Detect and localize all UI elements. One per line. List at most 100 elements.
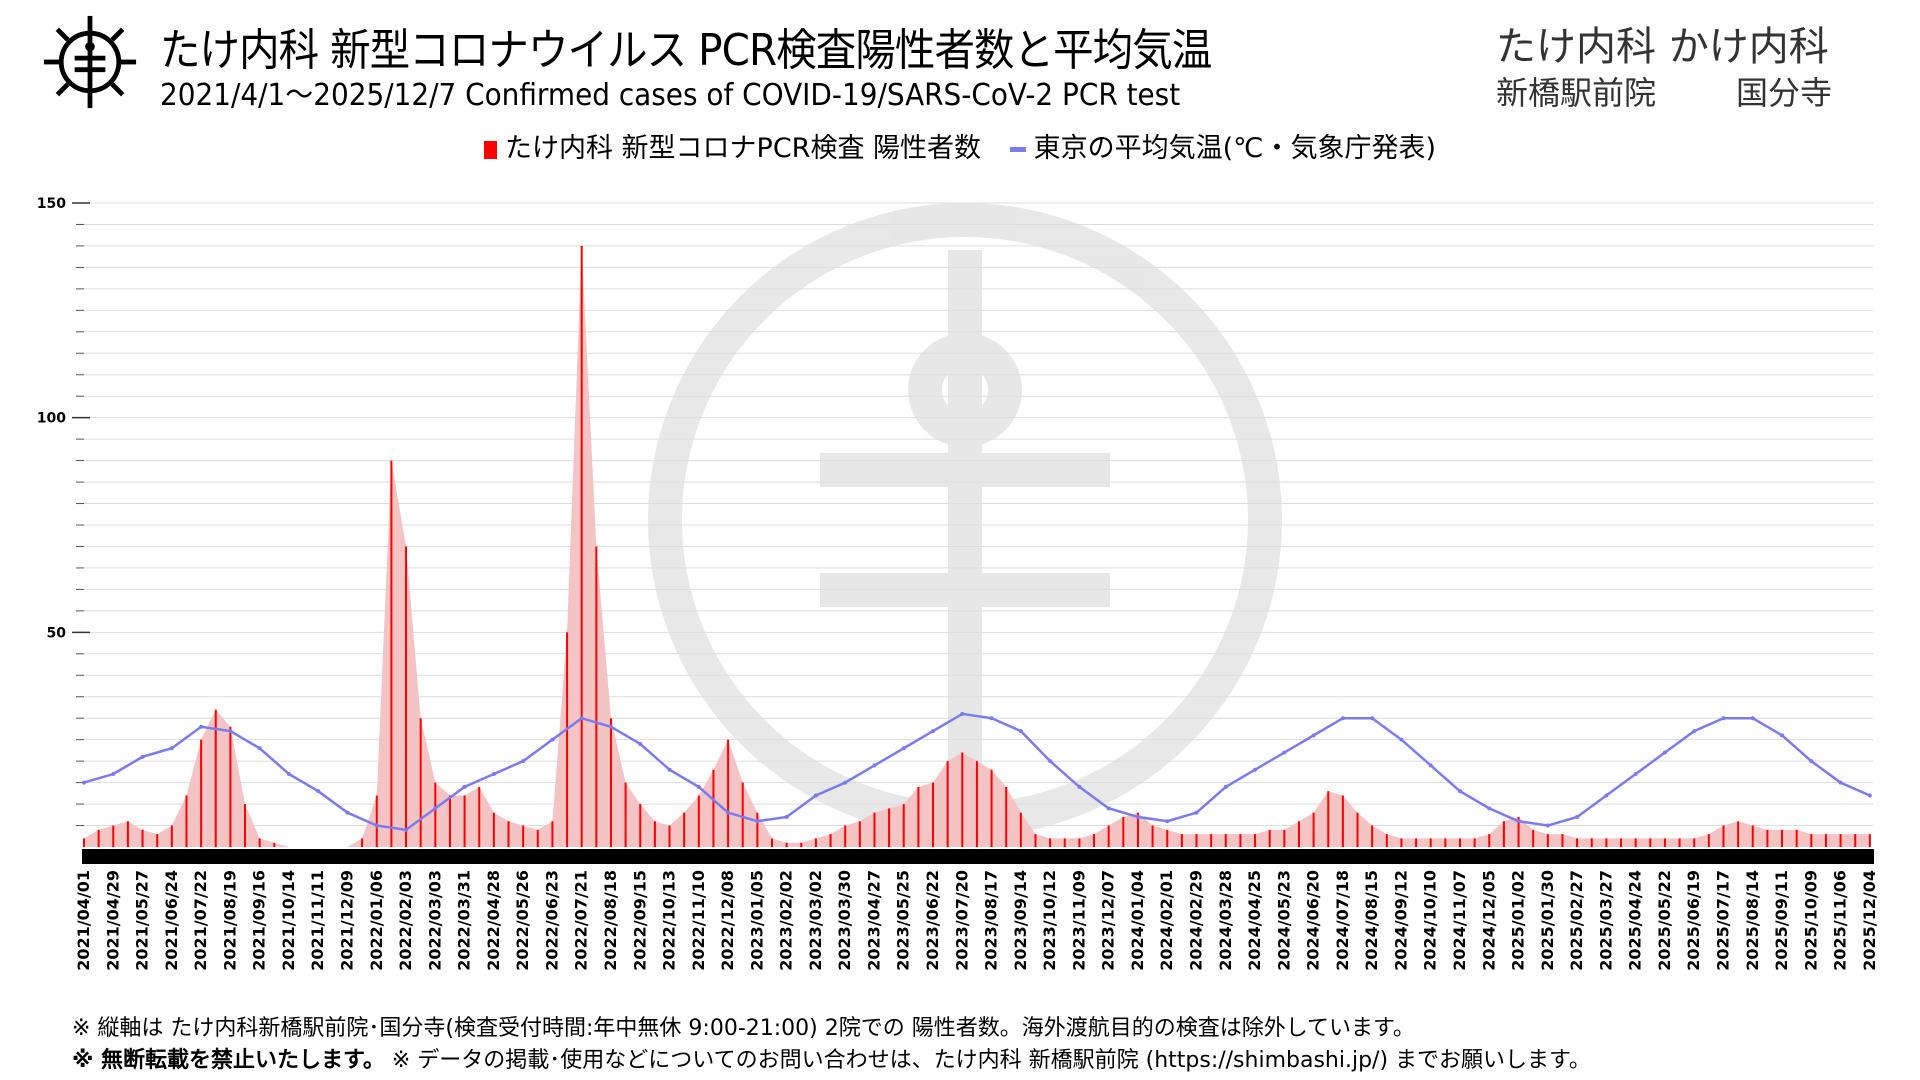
temperature-point	[286, 772, 291, 777]
temperature-point	[1340, 716, 1345, 721]
temperature-point	[667, 767, 672, 772]
temperature-point	[169, 746, 174, 751]
x-tick-label: 2022/12/08	[718, 870, 737, 971]
temperature-point	[1399, 737, 1404, 742]
y-axis: 50 100 150	[37, 196, 90, 827]
temperature-point	[433, 806, 438, 811]
x-tick-label: 2023/03/30	[835, 870, 854, 971]
x-tick-label: 2024/04/25	[1245, 870, 1264, 971]
x-tick-label: 2022/05/26	[513, 870, 532, 971]
clinic-brand: たけ内科 かけ内科	[1496, 24, 1829, 70]
x-tick-label: 2024/02/29	[1187, 870, 1206, 971]
temperature-point	[1077, 784, 1082, 789]
x-tick-label: 2025/03/27	[1596, 870, 1615, 971]
cases-series	[83, 245, 1871, 847]
x-tick-label: 2022/01/06	[367, 870, 386, 971]
temperature-point	[345, 810, 350, 815]
x-tick-label: 2023/12/07	[1099, 870, 1118, 971]
x-tick-label: 2024/12/05	[1479, 870, 1498, 971]
temperature-point	[638, 741, 643, 746]
x-axis-band	[82, 849, 1874, 864]
temperature-point	[82, 780, 86, 785]
temperature-point	[1838, 780, 1843, 785]
x-tick-label: 2023/11/09	[1069, 870, 1088, 971]
x-tick-label: 2024/02/01	[1157, 870, 1176, 971]
x-tick-label: 2023/03/02	[806, 870, 825, 971]
x-tick-label: 2025/12/04	[1860, 870, 1879, 971]
x-tick-label: 2021/09/16	[250, 870, 269, 971]
legend-item-cases: たけ内科 新型コロナPCR検査 陽性者数	[483, 133, 990, 164]
temperature-point	[1780, 733, 1785, 738]
x-tick-label: 2021/12/09	[337, 870, 356, 971]
temperature-point	[1311, 733, 1316, 738]
x-tick-label: 2022/04/28	[484, 870, 503, 971]
footnote-2-contact: ※ データの掲載･使用などについてのお問い合わせは、たけ内科 新橋駅前院 (ht…	[384, 1048, 1591, 1073]
temperature-point	[843, 780, 848, 785]
temperature-point	[1253, 767, 1258, 772]
x-tick-label: 2024/01/04	[1128, 870, 1147, 971]
x-axis: 2021/04/01 2021/04/29 2021/05/27 2021/06/24…	[74, 870, 1879, 971]
temperature-point	[1048, 759, 1053, 764]
x-tick-label: 2025/11/06	[1831, 870, 1850, 971]
temperature-point	[404, 827, 409, 832]
temperature-point	[960, 711, 965, 716]
x-tick-label: 2023/08/17	[982, 870, 1001, 971]
temperature-point	[1018, 729, 1023, 734]
footnote-2-copyright: ※ 無断転載を禁止いたします。	[72, 1048, 385, 1073]
temperature-point	[1370, 716, 1375, 721]
x-tick-label: 2025/01/02	[1509, 870, 1528, 971]
x-tick-label: 2025/10/09	[1801, 870, 1820, 971]
x-tick-label: 2022/03/31	[455, 870, 474, 971]
x-tick-label: 2022/06/23	[542, 870, 561, 971]
temperature-point	[1457, 789, 1462, 794]
temperature-point	[726, 810, 731, 815]
temperature-point	[1487, 806, 1492, 811]
x-tick-label: 2025/07/17	[1713, 870, 1732, 971]
x-tick-label: 2024/08/15	[1362, 870, 1381, 971]
temperature-point	[1106, 806, 1111, 811]
temperature-point	[1165, 819, 1170, 824]
x-tick-label: 2025/01/30	[1538, 870, 1557, 971]
legend-swatch-temperature	[1009, 147, 1026, 152]
x-tick-label: 2023/07/20	[952, 870, 971, 971]
temperature-point	[1692, 729, 1697, 734]
temperature-point	[696, 784, 701, 789]
x-tick-label: 2021/11/11	[308, 870, 327, 971]
y-tick-label: 50	[47, 625, 67, 641]
x-tick-label: 2023/10/12	[1040, 870, 1059, 971]
x-tick-label: 2022/10/13	[660, 870, 679, 971]
temperature-point	[1809, 759, 1814, 764]
x-tick-label: 2021/05/27	[133, 870, 152, 971]
x-tick-label: 2025/06/19	[1684, 870, 1703, 971]
x-tick-label: 2022/09/15	[630, 870, 649, 971]
x-tick-label: 2025/08/14	[1743, 870, 1762, 971]
temperature-point	[521, 759, 526, 764]
x-tick-label: 2024/10/10	[1421, 870, 1440, 971]
x-tick-label: 2024/05/23	[1274, 870, 1293, 971]
x-tick-label: 2025/02/27	[1567, 870, 1586, 971]
temperature-point	[755, 819, 760, 824]
x-tick-label: 2022/08/18	[601, 870, 620, 971]
x-tick-label: 2023/09/14	[1011, 870, 1030, 971]
virus-logo-icon	[43, 15, 137, 109]
temperature-point	[199, 724, 204, 729]
temperature-point	[316, 789, 321, 794]
temperature-point	[608, 724, 613, 729]
x-tick-label: 2023/02/02	[777, 870, 796, 971]
x-tick-label: 2022/03/03	[425, 870, 444, 971]
x-tick-label: 2024/07/18	[1333, 870, 1352, 971]
x-tick-label: 2021/04/01	[74, 870, 93, 971]
legend: たけ内科 新型コロナPCR検査 陽性者数 東京の平均気温(℃・気象庁発表)	[0, 126, 1920, 165]
x-tick-label: 2023/06/22	[923, 870, 942, 971]
temperature-point	[1867, 793, 1872, 798]
temperature-point	[1662, 750, 1667, 755]
footnote-2: ※ 無断転載を禁止いたします。 ※ データの掲載･使用などについてのお問い合わせ…	[72, 1042, 1591, 1074]
clinic-branch-kokubunji: 国分寺	[1736, 74, 1833, 112]
temperature-point	[491, 772, 496, 777]
temperature-point	[1194, 810, 1199, 815]
temperature-point	[1633, 772, 1638, 777]
legend-label-temperature: 東京の平均気温(℃・気象庁発表)	[1033, 133, 1437, 164]
chart-subtitle: 2021/4/1～2025/12/7 Confirmed cases of CO…	[160, 78, 1181, 113]
x-tick-label: 2021/08/19	[220, 870, 239, 971]
